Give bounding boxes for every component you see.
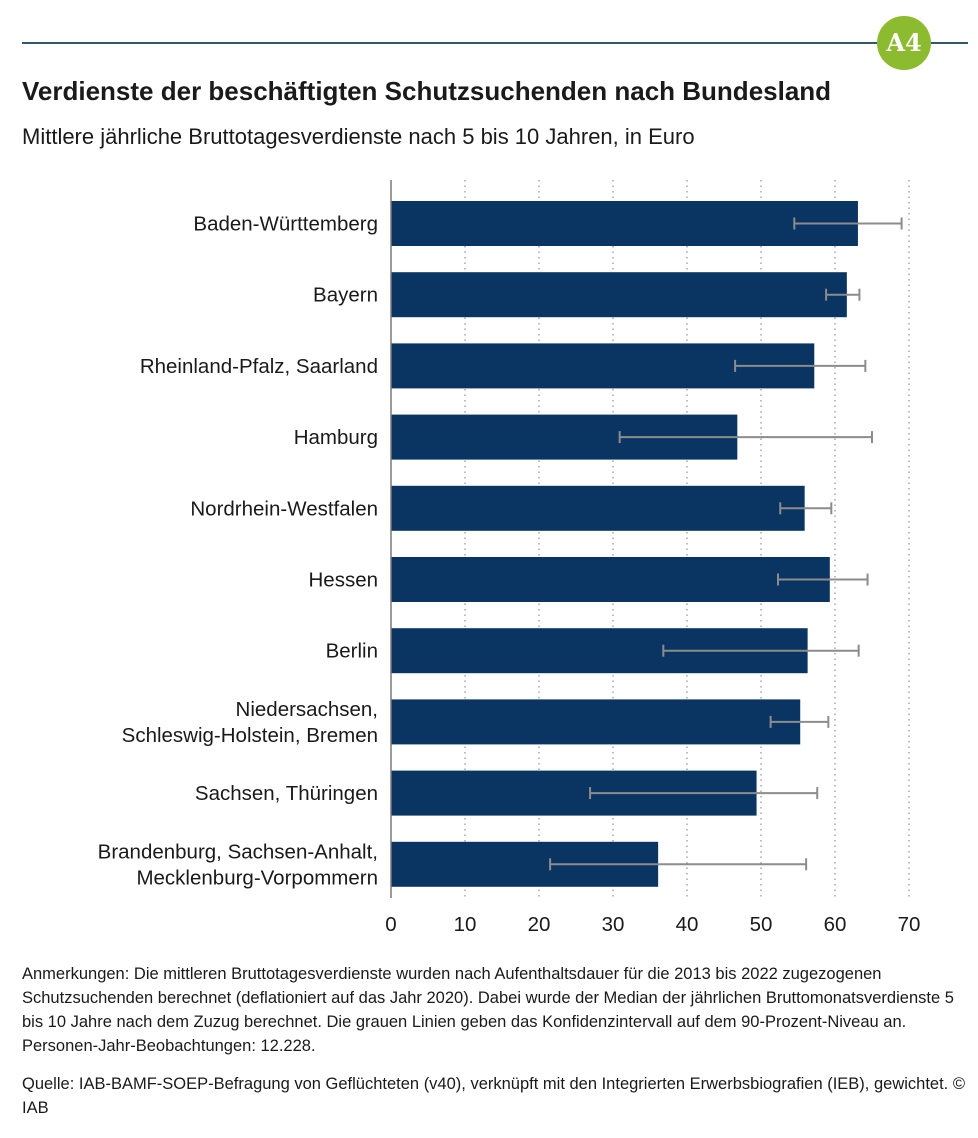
- category-label: Schleswig-Holstein, Bremen: [122, 724, 378, 747]
- chart-source: Quelle: IAB-BAMF-SOEP-Befragung von Gefl…: [22, 1075, 965, 1117]
- bar-chart: Baden-Württemberg Bayern Rheinland-Pfalz, …: [98, 180, 921, 936]
- x-tick-label: 10: [454, 913, 477, 936]
- x-tick-label: 0: [385, 913, 396, 936]
- category-label: Sachsen, Thüringen: [195, 782, 378, 805]
- top-rule: [22, 42, 968, 44]
- category-label: Rheinland-Pfalz, Saarland: [140, 355, 378, 378]
- category-label: Mecklenburg-Vorpommern: [136, 866, 378, 889]
- bar: [391, 557, 830, 602]
- chart-notes: Anmerkungen: Die mittleren Bruttotagesve…: [22, 965, 954, 1055]
- x-tick-label: 20: [528, 913, 551, 936]
- x-tick-label: 60: [824, 913, 847, 936]
- x-tick-label: 50: [750, 913, 773, 936]
- category-label: Hessen: [308, 569, 378, 592]
- bar: [391, 485, 805, 531]
- chart-title: Verdienste der beschäftigten Schutzsuche…: [22, 76, 832, 106]
- x-tick-label: 30: [602, 913, 625, 936]
- category-label: Nordrhein-Westfalen: [190, 497, 378, 520]
- category-label: Baden-Württemberg: [193, 213, 378, 236]
- bar: [391, 699, 801, 745]
- category-label: Niedersachsen,: [236, 698, 378, 721]
- category-label: Bayern: [313, 284, 378, 307]
- category-label: Hamburg: [294, 426, 378, 449]
- x-tick-label: 70: [898, 913, 921, 936]
- chart-subtitle: Mittlere jährliche Bruttotagesverdienste…: [22, 124, 695, 149]
- x-tick-label: 40: [676, 913, 699, 936]
- category-label: Berlin: [326, 640, 378, 663]
- category-label: Brandenburg, Sachsen-Anhalt,: [98, 840, 378, 863]
- bar: [391, 201, 858, 246]
- bar: [391, 272, 847, 318]
- figure-badge: A4: [877, 16, 931, 70]
